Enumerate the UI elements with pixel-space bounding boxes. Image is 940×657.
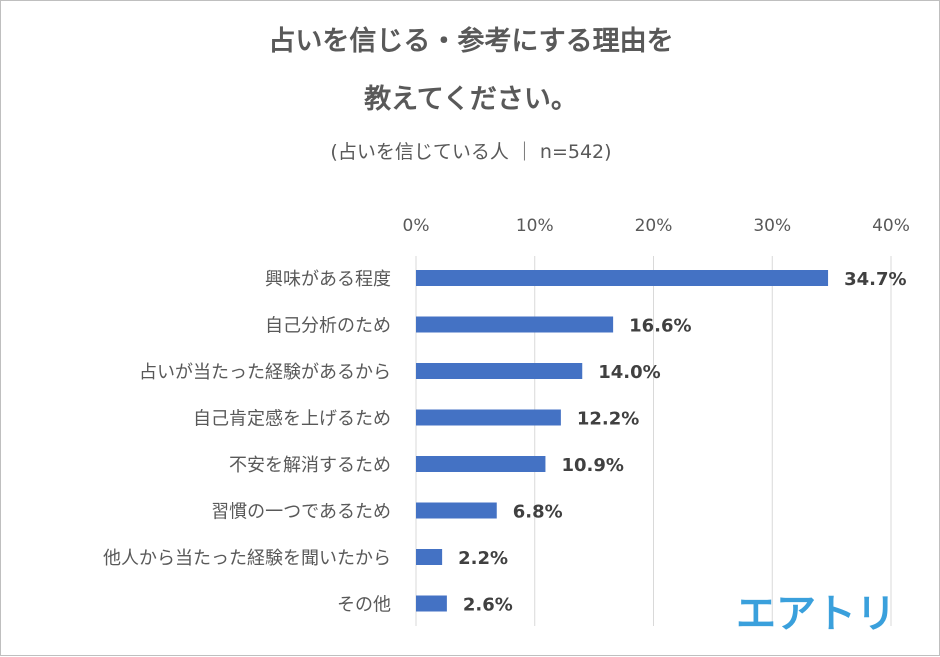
x-tick-label: 10% [516,216,554,236]
data-label: 2.6% [463,595,513,616]
bar [416,316,614,333]
data-label: 2.2% [458,548,508,569]
bar [416,270,829,286]
category-label: 自己肯定感を上げるため [193,409,391,430]
category-labels: 興味がある程度自己分析のため占いが当たった経験があるから自己肯定感を上げるため不… [103,269,391,616]
bar [416,549,443,565]
x-axis-tick-labels: 0% 10% 20% 30% 40% [403,216,910,236]
data-label: 16.6% [629,316,691,337]
bar [416,595,447,612]
category-label: その他 [337,595,391,616]
data-label: 6.8% [513,502,563,523]
data-label: 10.9% [561,455,623,476]
x-tick-label: 20% [635,216,673,236]
data-label: 14.0% [598,362,660,383]
data-label: 34.7% [844,269,906,290]
bar [416,456,546,472]
category-label: 興味がある程度 [265,269,391,290]
category-label: 不安を解消するため [229,455,391,476]
logo-text: エアトリ [736,591,896,637]
category-label: 占いが当たった経験があるから [139,362,391,383]
chart-title-line-1: 占いを信じる・参考にする理由を [268,26,674,57]
gridlines [415,256,892,626]
data-labels: 34.7% 16.6% 14.0% 12.2% 10.9% 6.8% 2.2% 2.6% [458,269,906,616]
chart-title-line-2: 教えてください。 [364,84,578,115]
bar [416,363,583,379]
category-label: 習慣の一つであるため [211,502,391,523]
chart-subtitle: (占いを信じている人 ｜ n=542) [330,141,612,163]
category-label: 他人から当たった経験を聞いたから [103,548,391,569]
data-label: 12.2% [577,409,639,430]
bar [416,502,497,519]
airtrip-logo: エアトリ [736,591,896,637]
bar [416,409,561,426]
bars [416,270,829,612]
category-label: 自己分析のため [265,316,391,337]
x-tick-label: 30% [753,216,791,236]
x-tick-label: 0% [403,216,430,236]
x-tick-label: 40% [872,216,910,236]
